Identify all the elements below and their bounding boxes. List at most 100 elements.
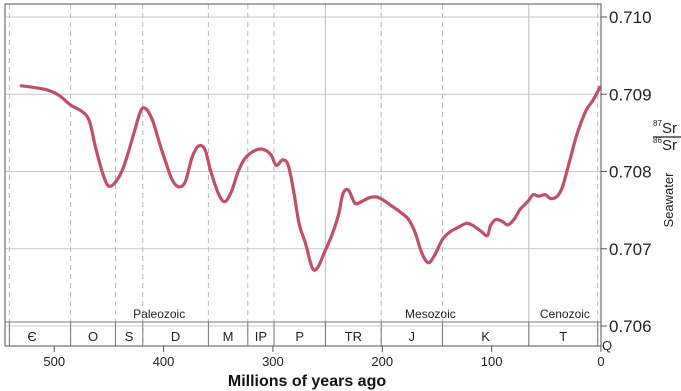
data-point [131,135,135,139]
period-label: Є [27,329,36,344]
data-point [448,230,452,234]
x-axis-title: Millions of years ago [228,373,386,390]
data-point [567,160,571,164]
data-point [236,170,240,174]
data-point [260,147,264,151]
data-point [80,109,84,113]
period-label: T [559,329,567,344]
period-label: TR [345,329,362,344]
plot-frame [4,3,602,347]
data-point [413,231,417,234]
data-point [383,199,386,203]
data-point [316,265,320,269]
period-label: Q [602,338,612,353]
data-point [465,221,468,225]
data-point [531,193,535,197]
data-point [489,224,492,228]
data-point [197,144,201,148]
x-tick-label: 400 [153,354,175,369]
y-tick-label: 0.706 [609,317,652,336]
data-point [501,220,505,224]
x-tick-label: 500 [43,354,65,369]
data-point [426,261,430,265]
period-label: J [409,329,416,344]
era-label: Mesozoic [405,307,456,321]
period-label: P [295,329,304,344]
data-point [170,178,174,182]
data-point [243,157,246,161]
data-point [87,119,91,122]
data-point [229,190,233,194]
period-label: D [171,329,180,344]
data-point [398,210,402,214]
data-point [375,195,379,199]
data-point [223,200,227,204]
data-point [543,193,547,197]
data-point [157,140,161,144]
data-point [353,201,357,205]
data-point [440,238,444,241]
data-point [591,98,595,102]
data-point [269,153,273,156]
data-point [19,84,23,88]
x-axis-ticks: 500 400 300 200 100 0 [43,346,605,369]
y-tick-label: 0.707 [609,240,652,259]
data-point [471,224,475,228]
y-tick-label: 0.709 [609,85,652,104]
data-point [494,217,498,221]
data-point [310,266,314,270]
data-point [537,194,541,198]
data-point [584,109,588,113]
data-point [337,213,340,217]
data-point [94,146,98,150]
data-point [575,132,579,136]
data-point [526,200,530,204]
x-tick-label: 100 [481,354,503,369]
grid [5,4,601,346]
data-point [513,217,517,221]
data-point [297,222,301,226]
period-label: M [223,329,234,344]
y-axis-label-seawater: Seawater [661,172,676,228]
x-tick-label: 0 [597,354,604,369]
data-point [122,163,126,167]
data-point [549,197,553,200]
data-point [190,156,194,160]
ratio-denominator-element: Sr [662,137,677,154]
data-point [341,192,345,196]
ratio-numerator-element: Sr [662,120,677,137]
y-tick-label: 0.708 [609,163,652,182]
data-point [360,200,363,204]
data-point [555,194,559,198]
period-label: O [88,329,98,344]
x-tick-label: 300 [262,354,284,369]
data-point [58,94,62,98]
data-point [183,180,187,183]
data-point [561,184,565,188]
data-point [407,217,410,221]
period-label: K [481,329,490,344]
data-point [151,119,155,122]
era-labels: Paleozoic Mesozoic Cenozoic [133,307,590,321]
data-point [292,190,296,194]
data-point [346,188,350,192]
data-point [485,234,489,238]
data-point [164,160,168,164]
data-point [322,251,326,255]
data-point [457,225,461,229]
y-axis-ticks: 0.710 0.709 0.708 0.707 0.706 [601,8,652,336]
series-line [19,84,602,272]
era-label: Cenozoic [540,307,590,321]
data-point [115,179,118,183]
data-point [518,207,522,211]
period-label: S [125,329,134,344]
data-point [139,109,143,113]
data-point [367,196,371,200]
period-label: IP [255,329,267,344]
data-point [274,163,278,167]
data-point [177,185,181,189]
data-point [101,173,105,177]
data-point [209,169,213,173]
data-point [216,191,220,195]
data-point [251,149,255,153]
